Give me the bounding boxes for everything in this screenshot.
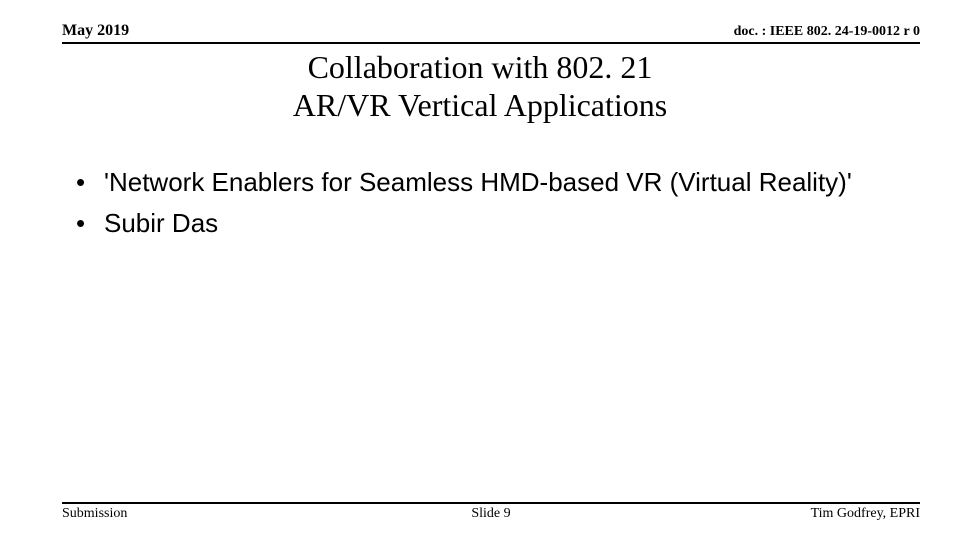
- footer-left: Submission: [62, 506, 127, 522]
- title-line-1: Collaboration with 802. 21: [0, 48, 960, 86]
- header-doc-id: doc. : IEEE 802. 24-19-0012 r 0: [734, 24, 920, 40]
- header-date: May 2019: [62, 22, 129, 40]
- slide-footer: Submission Slide 9 Tim Godfrey, EPRI: [62, 502, 920, 522]
- footer-center: Slide 9: [62, 506, 920, 522]
- list-item: Subir Das: [76, 206, 900, 241]
- title-line-2: AR/VR Vertical Applications: [0, 86, 960, 124]
- footer-right: Tim Godfrey, EPRI: [811, 506, 920, 522]
- slide-title: Collaboration with 802. 21 AR/VR Vertica…: [0, 48, 960, 125]
- slide-body: 'Network Enablers for Seamless HMD-based…: [76, 165, 900, 247]
- slide: May 2019 doc. : IEEE 802. 24-19-0012 r 0…: [0, 0, 960, 540]
- slide-header: May 2019 doc. : IEEE 802. 24-19-0012 r 0: [62, 22, 920, 44]
- bullet-list: 'Network Enablers for Seamless HMD-based…: [76, 165, 900, 241]
- list-item: 'Network Enablers for Seamless HMD-based…: [76, 165, 900, 200]
